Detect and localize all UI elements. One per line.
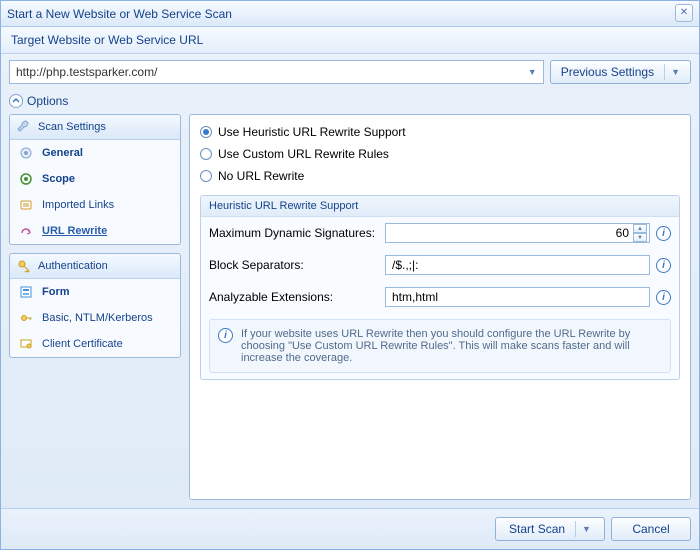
block-sep-label: Block Separators: (209, 258, 379, 272)
sidebar-item-client-cert[interactable]: Client Certificate (10, 331, 180, 357)
target-icon (18, 171, 34, 187)
radio-icon (200, 126, 212, 138)
target-group-label: Target Website or Web Service URL (1, 27, 699, 54)
radio-icon (200, 170, 212, 182)
chevron-down-icon: ▼ (671, 67, 680, 77)
info-icon[interactable]: i (656, 258, 671, 273)
sidebar-item-label: General (42, 147, 83, 159)
sidebar-item-basic-auth[interactable]: Basic, NTLM/Kerberos (10, 305, 180, 331)
start-scan-button[interactable]: Start Scan ▼ (495, 517, 605, 541)
options-label: Options (27, 94, 68, 108)
target-url-input[interactable]: http://php.testsparker.com/ ▼ (9, 60, 544, 84)
chevron-up-icon (9, 94, 23, 108)
radio-none[interactable]: No URL Rewrite (200, 167, 680, 185)
authentication-panel: Authentication Form Basic, NTLM/Kerberos… (9, 253, 181, 358)
radio-label: Use Custom URL Rewrite Rules (218, 147, 389, 161)
content-pane: Use Heuristic URL Rewrite Support Use Cu… (189, 114, 691, 500)
hint-box: i If your website uses URL Rewrite then … (209, 319, 671, 373)
gear-icon (18, 145, 34, 161)
title-bar: Start a New Website or Web Service Scan … (1, 1, 699, 27)
sidebar-item-label: Form (42, 286, 70, 298)
scan-dialog: Start a New Website or Web Service Scan … (0, 0, 700, 550)
cancel-label: Cancel (632, 522, 669, 536)
heuristic-group: Heuristic URL Rewrite Support Maximum Dy… (200, 195, 680, 380)
radio-label: Use Heuristic URL Rewrite Support (218, 125, 406, 139)
sidebar-item-scope[interactable]: Scope (10, 166, 180, 192)
previous-settings-button[interactable]: Previous Settings ▼ (550, 60, 691, 84)
hint-text: If your website uses URL Rewrite then yo… (241, 328, 662, 364)
options-toggle[interactable]: Options (1, 90, 699, 114)
authentication-header: Authentication (10, 254, 180, 279)
links-icon (18, 197, 34, 213)
window-title: Start a New Website or Web Service Scan (7, 1, 232, 26)
dialog-footer: Start Scan ▼ Cancel (1, 508, 699, 549)
sidebar-item-general[interactable]: General (10, 140, 180, 166)
info-icon: i (218, 328, 233, 343)
info-icon[interactable]: i (656, 290, 671, 305)
info-icon[interactable]: i (656, 226, 671, 241)
radio-custom[interactable]: Use Custom URL Rewrite Rules (200, 145, 680, 163)
start-scan-label: Start Scan (509, 522, 565, 536)
key-small-icon (18, 310, 34, 326)
scan-settings-panel: Scan Settings General Scope Imported Lin… (9, 114, 181, 245)
sidebar-item-label: Client Certificate (42, 338, 123, 350)
key-icon (16, 258, 32, 274)
certificate-icon (18, 336, 34, 352)
sidebar: Scan Settings General Scope Imported Lin… (9, 114, 181, 500)
radio-label: No URL Rewrite (218, 169, 304, 183)
block-sep-value: /$.,;|: (392, 258, 418, 272)
form-icon (18, 284, 34, 300)
max-sig-input[interactable]: 60 ▲▼ (385, 223, 650, 243)
radio-heuristic[interactable]: Use Heuristic URL Rewrite Support (200, 123, 680, 141)
close-button[interactable]: ✕ (675, 4, 693, 22)
chevron-down-icon: ▼ (582, 524, 591, 534)
sidebar-item-imported-links[interactable]: Imported Links (10, 192, 180, 218)
target-url-value: http://php.testsparker.com/ (16, 65, 157, 79)
sidebar-item-form[interactable]: Form (10, 279, 180, 305)
sidebar-item-url-rewrite[interactable]: URL Rewrite (10, 218, 180, 244)
wrench-icon (16, 119, 32, 135)
max-sig-value: 60 (616, 226, 629, 240)
max-sig-label: Maximum Dynamic Signatures: (209, 226, 379, 240)
spinner[interactable]: ▲▼ (633, 224, 647, 242)
sidebar-item-label: Imported Links (42, 199, 114, 211)
heuristic-group-title: Heuristic URL Rewrite Support (201, 196, 679, 217)
url-dropdown-icon[interactable]: ▼ (528, 67, 537, 77)
scan-settings-header: Scan Settings (10, 115, 180, 140)
cancel-button[interactable]: Cancel (611, 517, 691, 541)
sidebar-item-label: Basic, NTLM/Kerberos (42, 312, 153, 324)
ext-input[interactable]: htm,html (385, 287, 650, 307)
previous-settings-label: Previous Settings (561, 65, 654, 79)
sidebar-item-label: Scope (42, 173, 75, 185)
block-sep-input[interactable]: /$.,;|: (385, 255, 650, 275)
ext-label: Analyzable Extensions: (209, 290, 379, 304)
rewrite-icon (18, 223, 34, 239)
sidebar-item-label: URL Rewrite (42, 225, 107, 237)
radio-icon (200, 148, 212, 160)
ext-value: htm,html (392, 290, 438, 304)
